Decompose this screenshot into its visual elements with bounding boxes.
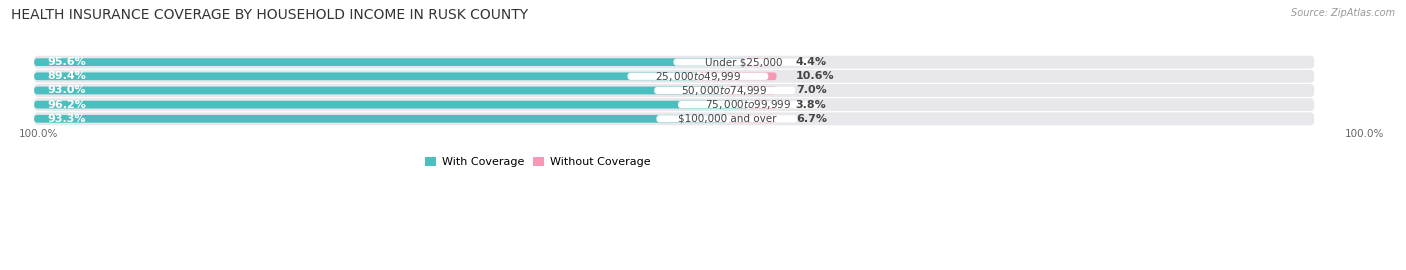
Text: 95.6%: 95.6%: [46, 57, 86, 67]
FancyBboxPatch shape: [673, 59, 814, 66]
Text: 93.0%: 93.0%: [46, 86, 86, 96]
FancyBboxPatch shape: [744, 58, 776, 66]
FancyBboxPatch shape: [34, 70, 1315, 83]
Text: 6.7%: 6.7%: [796, 114, 827, 124]
FancyBboxPatch shape: [678, 101, 818, 108]
FancyBboxPatch shape: [34, 56, 1315, 69]
Text: 100.0%: 100.0%: [18, 129, 58, 139]
Text: $25,000 to $49,999: $25,000 to $49,999: [655, 70, 741, 83]
FancyBboxPatch shape: [34, 98, 1315, 111]
FancyBboxPatch shape: [748, 101, 776, 109]
Legend: With Coverage, Without Coverage: With Coverage, Without Coverage: [425, 157, 651, 167]
FancyBboxPatch shape: [724, 87, 776, 94]
Text: 3.8%: 3.8%: [796, 100, 827, 110]
Text: $100,000 and over: $100,000 and over: [678, 114, 776, 124]
Text: 10.6%: 10.6%: [796, 71, 834, 81]
Text: 100.0%: 100.0%: [1346, 129, 1385, 139]
FancyBboxPatch shape: [657, 115, 797, 122]
FancyBboxPatch shape: [627, 73, 768, 80]
Text: HEALTH INSURANCE COVERAGE BY HOUSEHOLD INCOME IN RUSK COUNTY: HEALTH INSURANCE COVERAGE BY HOUSEHOLD I…: [11, 8, 529, 22]
FancyBboxPatch shape: [34, 101, 748, 109]
Text: Under $25,000: Under $25,000: [706, 57, 783, 67]
FancyBboxPatch shape: [34, 112, 1315, 125]
FancyBboxPatch shape: [34, 72, 697, 80]
FancyBboxPatch shape: [34, 58, 744, 66]
FancyBboxPatch shape: [654, 87, 794, 94]
Text: 93.3%: 93.3%: [46, 114, 86, 124]
FancyBboxPatch shape: [34, 87, 724, 94]
Text: 89.4%: 89.4%: [46, 71, 86, 81]
Text: 7.0%: 7.0%: [796, 86, 827, 96]
Text: Source: ZipAtlas.com: Source: ZipAtlas.com: [1291, 8, 1395, 18]
Text: $75,000 to $99,999: $75,000 to $99,999: [706, 98, 792, 111]
Text: $50,000 to $74,999: $50,000 to $74,999: [682, 84, 768, 97]
FancyBboxPatch shape: [697, 72, 776, 80]
FancyBboxPatch shape: [34, 115, 727, 123]
FancyBboxPatch shape: [727, 115, 776, 123]
Text: 4.4%: 4.4%: [796, 57, 827, 67]
FancyBboxPatch shape: [34, 84, 1315, 97]
Text: 96.2%: 96.2%: [46, 100, 86, 110]
